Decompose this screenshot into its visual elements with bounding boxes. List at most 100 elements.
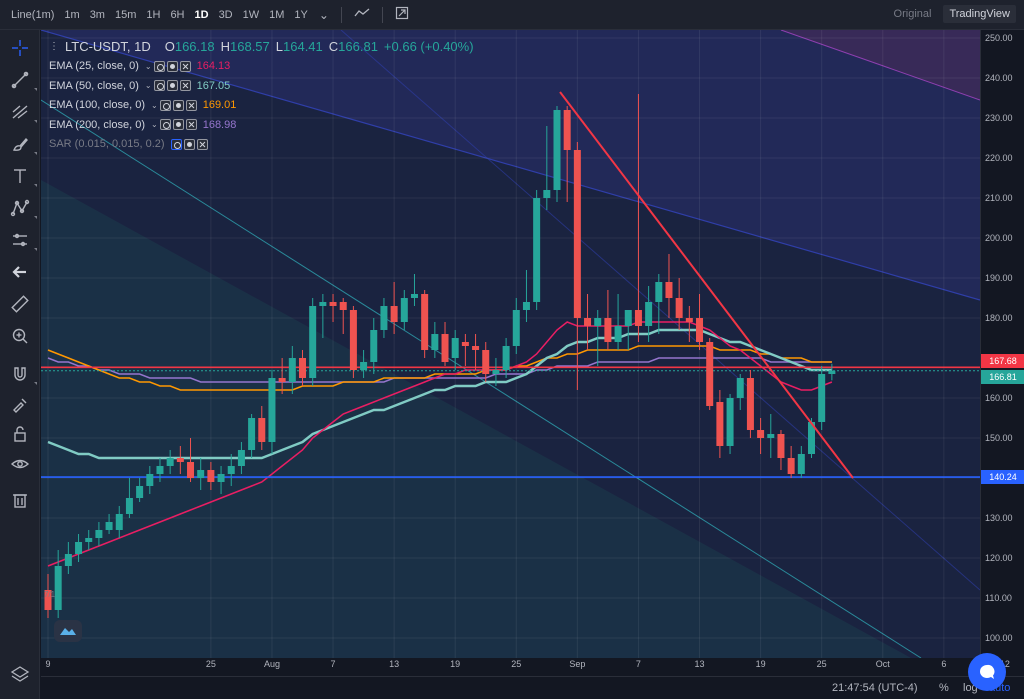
settings-icon[interactable] [172, 99, 184, 111]
indicator-label: EMA (25, close, 0) [49, 60, 139, 73]
candle [64, 542, 72, 574]
change-value: +0.66 (+0.40%) [383, 39, 474, 55]
pattern-icon[interactable] [0, 193, 40, 223]
candle [706, 338, 714, 410]
chevron-down-icon[interactable]: ⌄ [318, 7, 329, 22]
crosshair-icon[interactable] [0, 33, 40, 63]
chart-style-icon[interactable] [348, 7, 376, 22]
candle-body [624, 310, 632, 326]
timeframe-15m[interactable]: 15m [114, 8, 137, 21]
remove-icon[interactable] [185, 99, 197, 111]
magnet-icon[interactable] [0, 359, 40, 389]
candle-body [808, 422, 815, 454]
layers-icon[interactable] [10, 664, 30, 684]
candle-body [227, 466, 235, 474]
brand-logo-button[interactable] [54, 620, 82, 642]
candle-body [64, 554, 72, 566]
visibility-icon[interactable] [153, 60, 165, 72]
legend-settings-icon[interactable]: ⋮ [49, 41, 59, 53]
candle [176, 446, 184, 474]
candle-body [614, 326, 622, 342]
view-original[interactable]: Original [893, 8, 932, 20]
candle [421, 290, 429, 358]
brush-icon[interactable] [0, 129, 40, 159]
remove-icon[interactable] [179, 60, 191, 72]
open-label: O [164, 39, 175, 55]
measure-icon[interactable] [0, 225, 40, 255]
grid [41, 30, 980, 658]
unlock-icon[interactable] [0, 419, 40, 449]
symbol-label[interactable]: LTC-USDT, 1D [65, 39, 151, 55]
chevron-down-icon[interactable]: ⌄ [151, 120, 158, 130]
ruler-icon[interactable] [0, 289, 40, 319]
indicator-sar[interactable]: SAR (0.015, 0.015, 0.2) [49, 135, 480, 155]
text-icon[interactable] [0, 161, 40, 191]
candle-body [380, 306, 388, 330]
eye-icon[interactable] [0, 449, 40, 479]
chat-bubble-icon [980, 664, 995, 679]
timeframe-1h[interactable]: 1H [146, 8, 161, 21]
visibility-icon[interactable] [159, 99, 171, 111]
candle [278, 358, 286, 394]
candle [217, 466, 225, 494]
chevron-down-icon[interactable]: ⌄ [144, 81, 152, 91]
timeframe-line-1m[interactable]: Line(1m) [11, 8, 55, 21]
time-axis[interactable]: 9 25 Aug 7 13 19 25 Sep 7 13 19 25 Oct 6 12 [41, 658, 1009, 672]
indicator-ema100[interactable]: EMA (100, close, 0) ⌄ 169.01 [49, 96, 480, 116]
indicator-ema25[interactable]: EMA (25, close, 0) ⌄ 164.13 [49, 57, 480, 77]
timeframe-6h[interactable]: 6H [170, 8, 185, 21]
price-axis[interactable]: 250.00 240.00 230.00 220.00 210.00 200.00 190.… [980, 30, 1024, 658]
candle-body [777, 434, 785, 458]
settings-icon[interactable] [172, 119, 184, 131]
percent-toggle[interactable]: % [939, 682, 949, 694]
timeframe-3d[interactable]: 3D [218, 8, 233, 21]
chevron-down-icon[interactable]: ⌄ [151, 100, 158, 110]
time-tick: 7 [635, 659, 641, 669]
fib-icon[interactable] [0, 97, 40, 127]
trend-line-icon[interactable] [0, 65, 40, 95]
candle [502, 338, 510, 378]
candle [472, 334, 480, 370]
candle [370, 318, 378, 374]
chat-button[interactable] [968, 653, 1006, 691]
candle-body [237, 450, 245, 466]
timeframe-1m[interactable]: 1m [64, 8, 80, 21]
settings-icon[interactable] [166, 80, 178, 92]
timeframe-3m[interactable]: 3m [89, 8, 105, 21]
lock-drawing-icon[interactable] [0, 389, 40, 419]
remove-icon[interactable] [185, 119, 197, 131]
indicator-ema50[interactable]: EMA (50, close, 0) ⌄ 167.05 [49, 76, 480, 96]
timeframe-1w[interactable]: 1W [242, 8, 260, 21]
zoom-icon[interactable] [0, 321, 40, 351]
chart-canvas[interactable] [41, 30, 980, 658]
indicator-label: EMA (50, close, 0) [49, 79, 139, 92]
visibility-icon[interactable] [153, 80, 165, 92]
candle-body [309, 306, 317, 378]
remove-icon[interactable] [179, 80, 191, 92]
candle [299, 350, 306, 386]
candle [349, 306, 357, 378]
candle [624, 310, 632, 350]
settings-icon[interactable] [166, 60, 178, 72]
timeframe-1y[interactable]: 1Y [294, 8, 308, 21]
candle-body [502, 346, 510, 370]
visibility-icon[interactable] [170, 138, 182, 150]
remove-icon[interactable] [196, 138, 208, 150]
view-tradingview[interactable]: TradingView [943, 5, 1016, 23]
visibility-icon[interactable] [159, 119, 171, 131]
back-arrow-icon[interactable] [0, 257, 40, 287]
timeframe-1d[interactable]: 1D [194, 8, 209, 21]
trash-icon[interactable] [0, 485, 40, 515]
candle [125, 478, 133, 518]
candle [329, 294, 337, 322]
candle [522, 270, 530, 322]
fullscreen-icon[interactable] [389, 6, 415, 23]
candle-body [349, 310, 357, 370]
chevron-down-icon[interactable]: ⌄ [144, 61, 152, 71]
channel-lower-fill [41, 180, 911, 658]
candle-body [278, 378, 286, 382]
timeframe-1mo[interactable]: 1M [269, 8, 285, 21]
candle-body [787, 458, 795, 474]
settings-icon[interactable] [183, 138, 195, 150]
indicator-ema200[interactable]: EMA (200, close, 0) ⌄ 168.98 [49, 115, 480, 135]
